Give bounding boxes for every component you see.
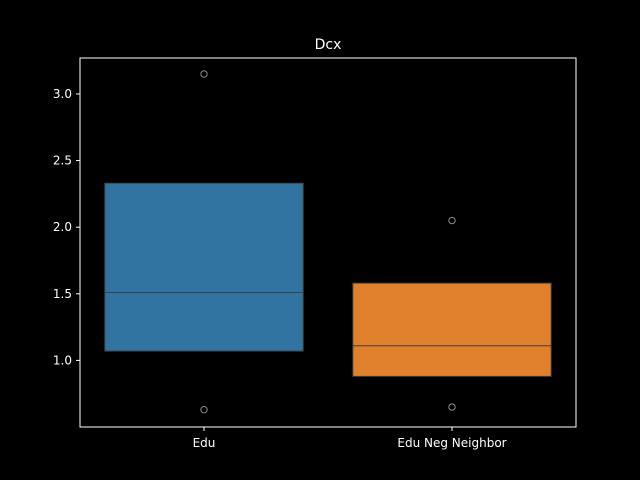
y-tick-label-0: 1.0 <box>53 353 72 367</box>
box-0 <box>104 182 304 352</box>
outlier-0-1 <box>200 405 208 414</box>
y-tick-label-3: 2.5 <box>53 154 72 168</box>
y-tick-label-4: 3.0 <box>53 87 72 101</box>
outlier-0-0 <box>200 70 208 78</box>
y-tick-label-2: 2.0 <box>53 220 72 234</box>
box-1 <box>352 282 552 377</box>
axes-frame <box>79 57 577 428</box>
outlier-1-1 <box>448 403 456 411</box>
chart-title: Dcx <box>315 37 342 53</box>
x-tick-label-0: Edu <box>193 436 216 450</box>
x-tick-label-1: Edu Neg Neighbor <box>397 436 506 450</box>
y-tick-label-1: 1.5 <box>53 287 72 301</box>
outlier-1-0 <box>448 216 456 225</box>
plot-area: 1.0 1.5 2.0 2.5 3.0 Edu Edu Neg Neighbor <box>53 57 577 450</box>
